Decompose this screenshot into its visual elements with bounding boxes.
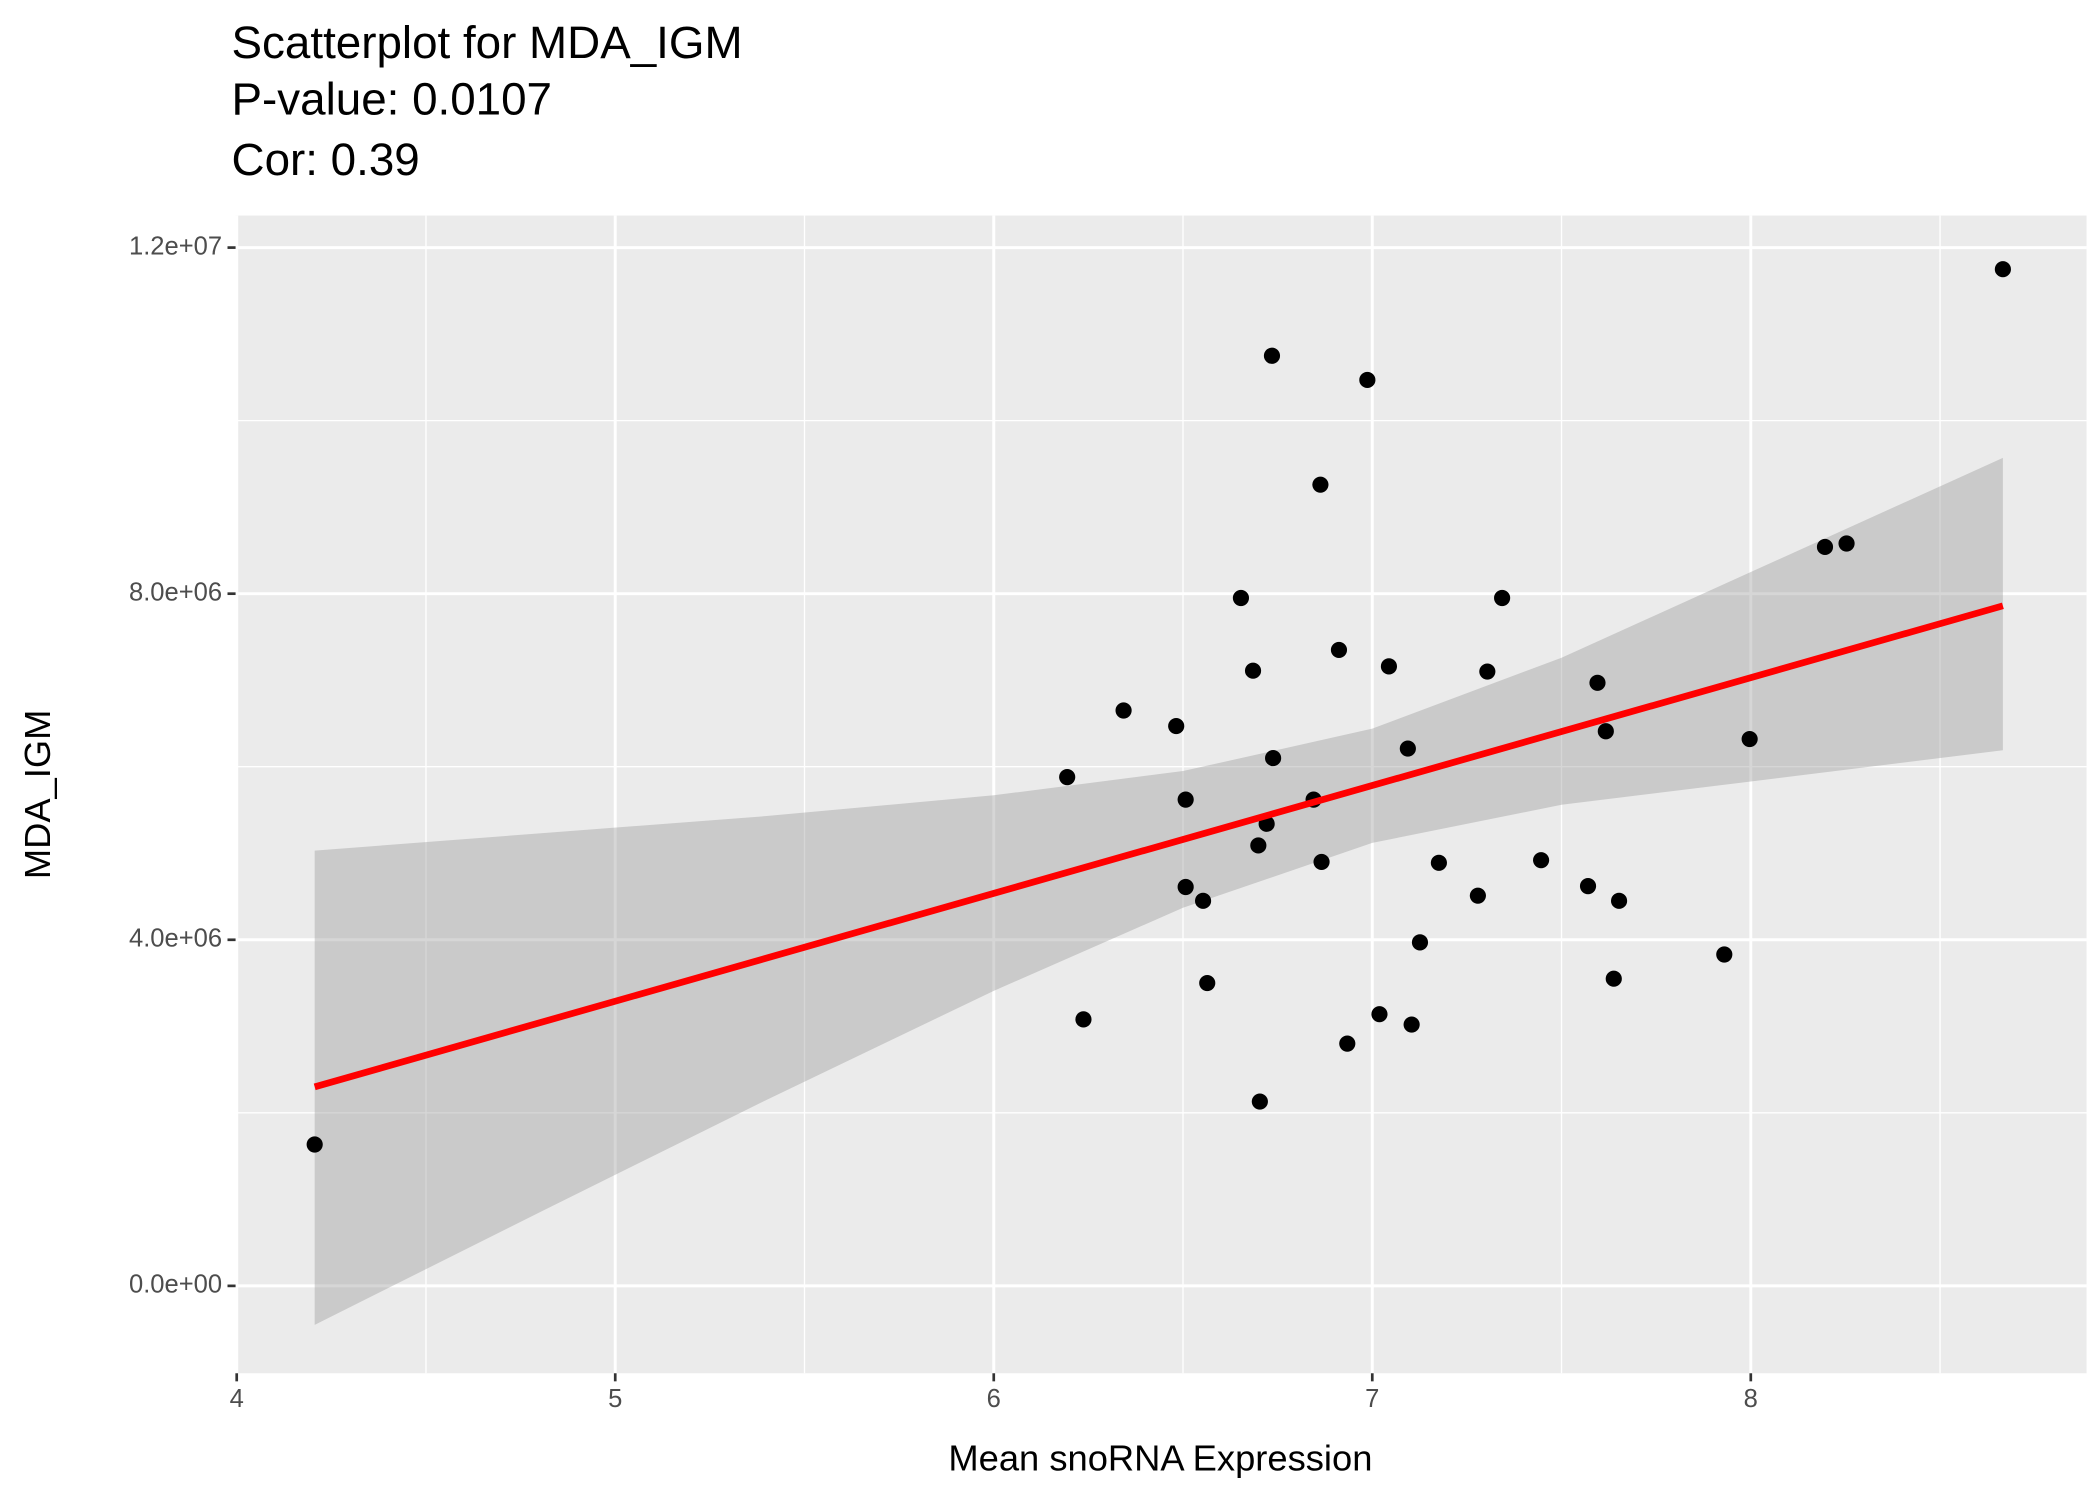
point [1579,878,1597,895]
x-tick-label: 8 [1744,1385,1758,1413]
point [1597,723,1614,740]
y-tick-label: 4.0e+06 [129,925,222,953]
chart-title: Scatterplot for MDA_IGM [232,17,743,68]
chart-subtitle: P-value: 0.0107 [232,74,552,125]
x-axis-title: Mean snoRNA Expression [948,1437,1372,1478]
point [1479,663,1496,680]
x-tick-label: 4 [230,1385,244,1413]
point [1313,853,1330,870]
point [1816,538,1834,556]
x-tick-label: 5 [608,1385,622,1413]
point [1411,934,1429,951]
point [1533,852,1550,869]
point [1075,1011,1092,1028]
point [1339,1035,1356,1052]
point [1716,946,1733,963]
confidence-band [314,457,2003,1325]
point [1168,717,1185,735]
point [1330,641,1348,659]
point [1994,261,2011,278]
point [1399,740,1416,757]
point [1251,1093,1268,1110]
point [1371,1006,1388,1023]
y-axis-title: MDA_IGM [17,710,58,880]
point [1469,887,1486,904]
point [1838,535,1855,552]
plot-panel [235,215,2087,1374]
point [306,1136,323,1153]
point [1494,589,1511,607]
point [1250,837,1267,854]
point [1430,854,1447,871]
y-tick-label: 0.0e+00 [129,1271,222,1299]
point [1741,730,1758,748]
point [1244,662,1262,679]
x-tick-label: 7 [1365,1385,1379,1413]
point [1380,658,1398,675]
point [1265,750,1282,767]
y-tick-label: 8.0e+06 [129,578,222,606]
point [1263,347,1281,364]
y-tick-label: 1.2e+07 [129,232,222,260]
point [1312,476,1329,493]
point [1059,769,1076,786]
point [1403,1016,1420,1033]
point [1589,674,1606,691]
point [1177,878,1194,896]
x-tick-label: 6 [987,1385,1001,1413]
point [1610,892,1628,909]
fit-line [313,602,2004,1091]
point [1359,371,1376,389]
chart-subtitle: Cor: 0.39 [232,134,420,185]
point [1199,974,1216,992]
point [1194,892,1212,909]
point [1232,589,1250,607]
point [1605,970,1622,987]
point [1115,702,1132,719]
point [1177,791,1194,808]
